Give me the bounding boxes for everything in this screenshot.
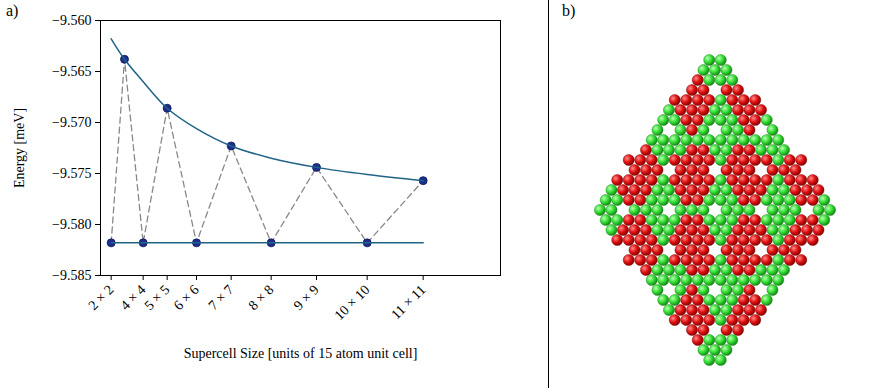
svg-text:11 × 11: 11 × 11 [388, 282, 428, 322]
svg-text:2 × 2: 2 × 2 [85, 282, 116, 313]
svg-text:−9.580: −9.580 [52, 217, 91, 232]
svg-text:10 × 10: 10 × 10 [332, 282, 373, 323]
svg-text:−9.570: −9.570 [52, 115, 91, 130]
svg-text:9 × 9: 9 × 9 [291, 282, 322, 313]
svg-text:7 × 7: 7 × 7 [205, 282, 236, 313]
html-text:a): a) [6, 2, 19, 19]
svg-text:8 × 8: 8 × 8 [245, 282, 276, 313]
svg-text:−9.560: −9.560 [52, 13, 91, 28]
html-text:b): b) [562, 2, 576, 19]
svg-text:4 × 4: 4 × 4 [117, 282, 148, 313]
svg-text:Energy [meV]: Energy [meV] [12, 108, 27, 188]
svg-text:Supercell Size [units of 15 at: Supercell Size [units of 15 atom unit ce… [184, 346, 418, 361]
svg-text:6 × 6: 6 × 6 [171, 282, 202, 313]
svg-text:−9.585: −9.585 [52, 268, 91, 283]
svg-text:5 × 5: 5 × 5 [141, 282, 172, 313]
svg-text:−9.575: −9.575 [52, 166, 91, 181]
svg-text:−9.565: −9.565 [52, 64, 91, 79]
